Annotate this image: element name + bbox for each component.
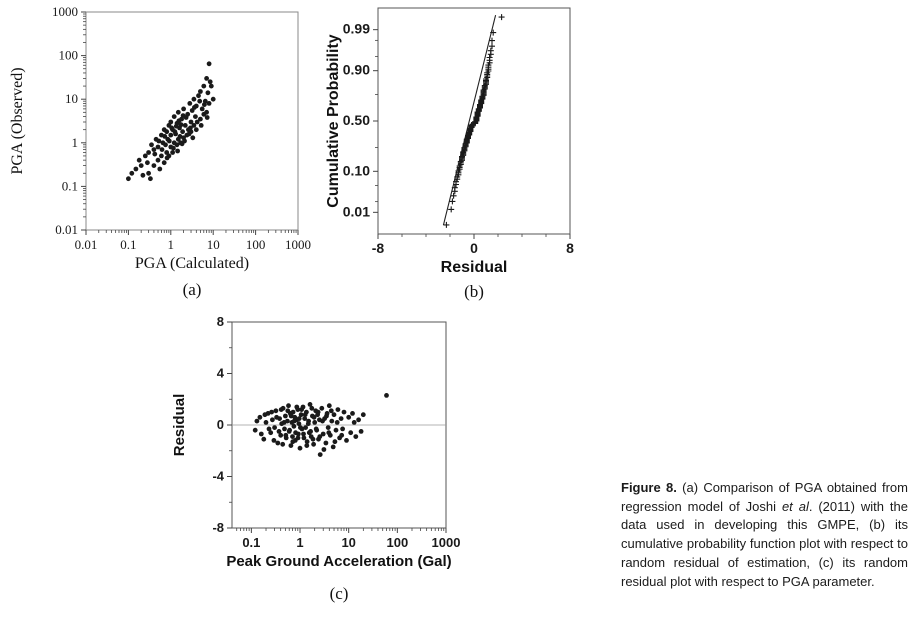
svg-text:0: 0: [217, 417, 224, 432]
y-axis: 8 4 0 -4 -8: [212, 314, 232, 535]
svg-text:-8: -8: [372, 240, 385, 256]
caption-etal: et al: [781, 498, 809, 514]
svg-text:8: 8: [566, 240, 574, 256]
svg-text:1: 1: [296, 535, 303, 550]
x-axis-label: Peak Ground Acceleration (Gal): [226, 553, 451, 570]
svg-text:4: 4: [217, 366, 225, 381]
svg-text:1: 1: [168, 237, 175, 252]
data-points: [126, 61, 216, 182]
svg-text:-4: -4: [212, 469, 224, 484]
svg-text:0.01: 0.01: [75, 237, 98, 252]
svg-text:0: 0: [470, 240, 478, 256]
caption-text-1: (a) Comparison of PGA obtained from regr…: [621, 480, 908, 514]
data-points: [443, 14, 505, 228]
svg-text:0.1: 0.1: [62, 178, 78, 193]
svg-text:0.10: 0.10: [343, 162, 370, 178]
svg-text:1: 1: [72, 135, 79, 150]
x-axis: 0.1 1 10 100 1000: [236, 528, 461, 550]
svg-text:0.99: 0.99: [343, 21, 370, 37]
svg-text:100: 100: [59, 48, 79, 63]
caption-text-2: . (2011) with the data used in developin…: [621, 498, 908, 589]
normal-fit-line: [442, 14, 497, 226]
chart-a-sublabel: (a): [182, 280, 202, 299]
svg-text:-8: -8: [212, 520, 224, 535]
x-axis-label: PGA (Calculated): [135, 255, 249, 272]
svg-text:0.90: 0.90: [343, 62, 370, 78]
svg-text:0.1: 0.1: [120, 237, 136, 252]
chart-a-plot: 0.01 0.1 1 10 100 1000 1000 100 10 1 0.1 0.01 PGA (C…: [9, 4, 311, 272]
chart-c-plot: 0.1 1 10 100 1000 8 4 0 -4 -8 Peak Ground Accelera…: [171, 314, 461, 570]
svg-text:1000: 1000: [432, 535, 461, 550]
svg-text:1000: 1000: [285, 237, 311, 252]
chart-c-residual-vs-pga: 0.1 1 10 100 1000 8 4 0 -4 -8 Peak Ground Accelera…: [168, 312, 478, 614]
svg-text:100: 100: [246, 237, 266, 252]
y-axis: 1000 100 10 1 0.1 0.01: [52, 4, 86, 237]
chart-b-plot: -8 0 8 0.99 0.90 0.50 0.10 0.01 Residual Cumulati…: [325, 7, 574, 276]
y-axis-label: PGA (Observed): [9, 67, 26, 174]
figure-caption: Figure 8. (a) Comparison of PGA obtained…: [621, 479, 908, 591]
svg-text:10: 10: [207, 237, 220, 252]
svg-text:0.01: 0.01: [343, 203, 370, 219]
x-axis-label: Residual: [441, 259, 508, 276]
y-axis-label: Residual: [171, 394, 188, 457]
data-points: [252, 393, 389, 457]
chart-b-sublabel: (b): [464, 282, 484, 301]
y-axis-label: Cumulative Probability: [325, 34, 342, 207]
svg-text:1000: 1000: [52, 4, 78, 19]
svg-text:0.01: 0.01: [55, 222, 78, 237]
caption-figure-number: Figure 8.: [621, 480, 677, 495]
svg-text:10: 10: [65, 91, 78, 106]
chart-b-cumulative-probability: -8 0 8 0.99 0.90 0.50 0.10 0.01 Residual Cumulati…: [322, 0, 592, 312]
chart-a-pga-comparison: 0.01 0.1 1 10 100 1000 1000 100 10 1 0.1 0.01 PGA (C…: [6, 4, 316, 306]
x-axis: -8 0 8: [372, 234, 574, 256]
chart-c-sublabel: (c): [329, 584, 349, 603]
svg-text:0.1: 0.1: [242, 535, 260, 550]
svg-text:10: 10: [341, 535, 355, 550]
y-axis: 0.99 0.90 0.50 0.10 0.01: [343, 21, 378, 219]
x-axis: 0.01 0.1 1 10 100 1000: [75, 230, 311, 252]
svg-text:0.50: 0.50: [343, 112, 370, 128]
svg-text:100: 100: [386, 535, 408, 550]
svg-text:8: 8: [217, 314, 224, 329]
